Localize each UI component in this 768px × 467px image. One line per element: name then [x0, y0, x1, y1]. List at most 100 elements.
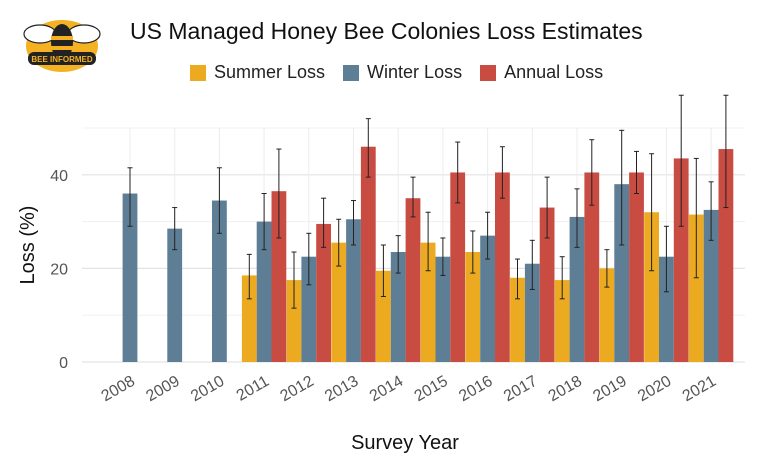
- error-bar: [663, 225, 669, 293]
- error-bar: [723, 94, 729, 209]
- error-bar: [515, 258, 520, 300]
- bar: [614, 184, 630, 362]
- error-bar: [470, 230, 476, 274]
- x-tick-label: 2015: [412, 373, 451, 406]
- bar: [569, 216, 585, 362]
- error-bar: [499, 146, 505, 199]
- bar: [495, 172, 510, 362]
- legend-item: Winter Loss: [343, 62, 462, 83]
- error-bar: [246, 253, 252, 300]
- bee-logo-icon: BEE INFORMED: [23, 20, 101, 72]
- x-tick-label: 2008: [99, 373, 138, 406]
- error-bar: [678, 94, 684, 227]
- bar: [301, 256, 317, 362]
- error-bar: [425, 211, 431, 272]
- legend-swatch: [343, 64, 360, 81]
- y-tick-label: 0: [59, 355, 68, 372]
- error-bar: [574, 188, 580, 248]
- error-bar: [619, 129, 625, 246]
- x-tick-label: 2019: [590, 373, 629, 406]
- bar: [703, 209, 719, 362]
- bar: [465, 252, 481, 362]
- x-tick-label: 2009: [143, 373, 182, 406]
- chart-title: US Managed Honey Bee Colonies Loss Estim…: [130, 18, 643, 44]
- error-bar: [485, 211, 491, 260]
- y-tick-label: 20: [50, 261, 68, 278]
- error-bar: [649, 153, 655, 272]
- x-tick-label: 2014: [367, 373, 406, 406]
- chart-legend: Summer Loss Winter Loss Annual Loss: [190, 62, 621, 83]
- bar: [271, 191, 287, 362]
- error-bar: [410, 176, 416, 218]
- error-bar: [589, 139, 595, 206]
- logo-text: BEE INFORMED: [31, 55, 93, 64]
- error-bar: [708, 181, 714, 241]
- x-tick-label: 2020: [635, 373, 674, 406]
- bar: [376, 270, 391, 362]
- error-bar: [261, 193, 267, 251]
- bar: [644, 212, 659, 362]
- bar: [435, 256, 451, 362]
- bar: [629, 172, 644, 362]
- error-bar: [216, 167, 222, 234]
- error-bar: [455, 141, 461, 204]
- bar: [510, 277, 525, 362]
- bar: [256, 221, 272, 362]
- bar: [286, 280, 302, 362]
- bar: [539, 207, 555, 362]
- error-bar: [291, 251, 297, 309]
- legend-label: Winter Loss: [367, 62, 463, 82]
- error-bar: [336, 218, 342, 267]
- legend-label: Annual Loss: [504, 62, 604, 82]
- x-tick-label: 2010: [188, 373, 227, 406]
- bar: [584, 172, 600, 362]
- bar: [122, 193, 138, 362]
- x-tick-label: 2017: [501, 373, 540, 406]
- bar: [331, 242, 347, 362]
- error-bar: [365, 118, 371, 178]
- bar: [167, 228, 183, 362]
- error-bar: [634, 150, 639, 195]
- bar: [316, 223, 331, 362]
- error-bar: [529, 239, 535, 290]
- bar: [212, 200, 227, 362]
- x-tick-label: 2012: [277, 373, 316, 406]
- error-bar: [544, 176, 550, 239]
- error-bar: [172, 207, 178, 251]
- error-bar: [559, 256, 565, 300]
- error-bar: [440, 237, 446, 276]
- x-tick-label: 2013: [322, 373, 361, 406]
- error-bar: [321, 197, 327, 248]
- error-bar: [127, 167, 133, 227]
- legend-label: Summer Loss: [214, 62, 326, 82]
- bar: [524, 263, 540, 362]
- bar: [480, 235, 495, 362]
- bar: [450, 172, 466, 362]
- legend-item: Summer Loss: [190, 62, 325, 83]
- bar: [360, 146, 376, 362]
- error-bar: [306, 232, 312, 286]
- x-tick-label: 2011: [234, 373, 272, 405]
- bar: [390, 252, 406, 362]
- x-tick-label: 2021: [680, 373, 719, 406]
- error-bar: [351, 200, 356, 246]
- bee-informed-logo: BEE INFORMED: [22, 14, 102, 78]
- error-bar: [693, 157, 699, 279]
- bar: [599, 268, 615, 362]
- error-bar: [380, 244, 386, 297]
- y-tick-label: 40: [50, 168, 68, 185]
- bar: [673, 158, 689, 362]
- x-tick-label: 2018: [546, 373, 585, 406]
- legend-swatch: [190, 64, 206, 81]
- legend-item: Annual Loss: [480, 62, 603, 83]
- bar: [346, 219, 361, 362]
- x-tick-label: 2016: [456, 373, 495, 406]
- bar: [554, 280, 570, 362]
- bar: [420, 242, 436, 362]
- x-axis-title: Survey Year: [351, 432, 459, 454]
- bar: [241, 275, 257, 362]
- bar: [688, 214, 704, 362]
- bar: [405, 198, 421, 362]
- error-bar: [276, 148, 282, 239]
